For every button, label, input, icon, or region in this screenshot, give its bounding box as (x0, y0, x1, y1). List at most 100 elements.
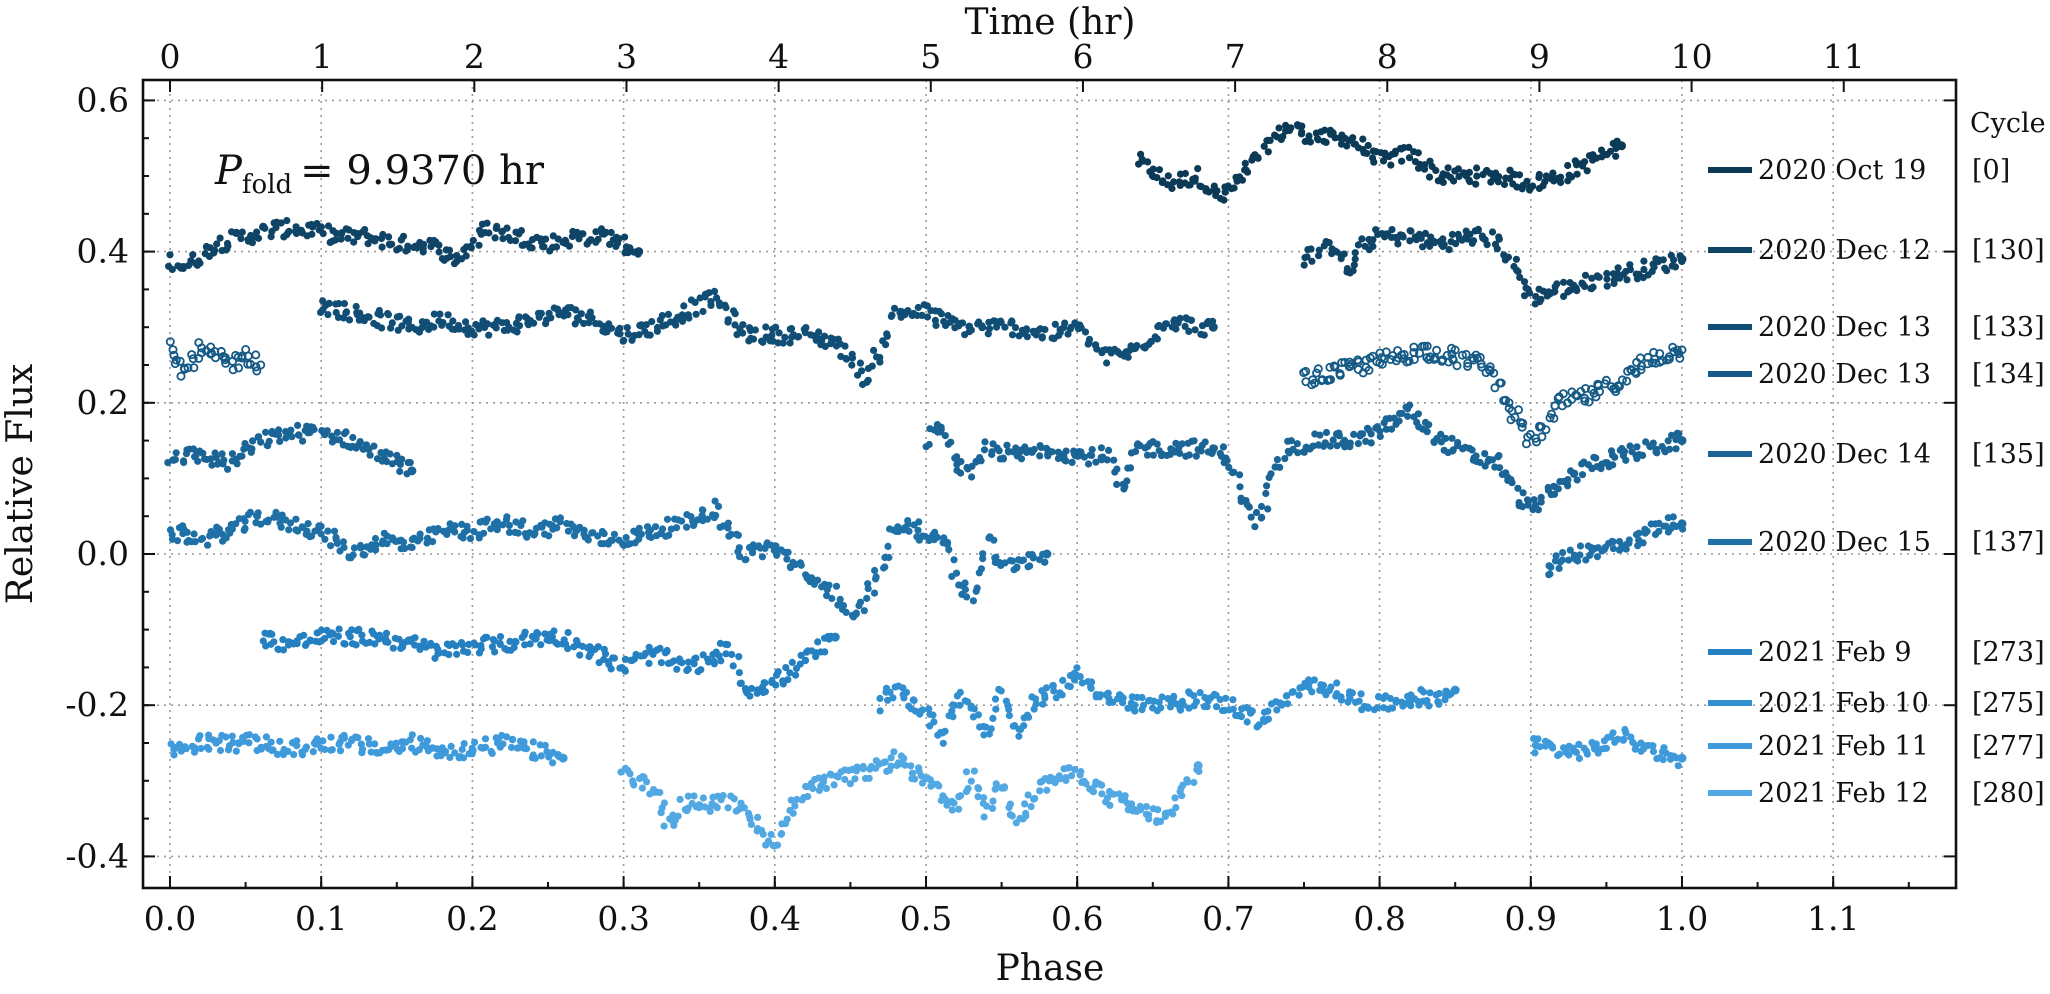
top-x-axis-title: Time (hr) (965, 2, 1136, 43)
data-point (781, 820, 790, 828)
data-point (170, 746, 178, 754)
data-point (349, 433, 357, 442)
top-tick-label: 6 (1072, 37, 1093, 76)
data-point (852, 610, 860, 618)
data-point (995, 447, 1003, 455)
data-point (1110, 456, 1118, 464)
data-point (1349, 267, 1357, 275)
data-point (487, 747, 495, 756)
data-point (610, 530, 619, 538)
data-point (1040, 558, 1048, 566)
data-point (1027, 803, 1035, 811)
data-point (334, 632, 342, 640)
data-point (1669, 513, 1677, 521)
data-point (1337, 696, 1345, 704)
data-point (537, 752, 545, 760)
data-point (189, 445, 198, 453)
data-point (1181, 322, 1189, 330)
data-point (449, 317, 457, 325)
x-tick-label: 1.0 (1656, 899, 1708, 938)
data-point (863, 594, 871, 603)
data-point (1641, 742, 1649, 750)
data-point (1617, 141, 1627, 151)
data-point (435, 241, 443, 249)
data-point (774, 668, 782, 676)
data-point (621, 655, 630, 663)
top-tick-label: 0 (160, 37, 181, 76)
data-point (403, 246, 411, 254)
data-point (564, 311, 572, 319)
data-point (1346, 439, 1354, 447)
data-point (330, 527, 339, 535)
top-tick-label: 4 (768, 37, 789, 76)
data-point (841, 775, 849, 784)
data-point (1343, 142, 1351, 150)
data-point (991, 785, 999, 793)
data-point (678, 517, 686, 525)
data-point (408, 731, 416, 739)
data-point (577, 310, 585, 318)
data-point (1660, 744, 1668, 752)
data-point (1082, 780, 1090, 788)
data-point (782, 664, 790, 672)
data-point (623, 324, 631, 332)
data-point (652, 523, 660, 531)
data-point (1633, 443, 1641, 451)
data-point (355, 625, 363, 633)
data-point (513, 328, 521, 336)
data-point (1187, 316, 1195, 324)
data-point (1005, 803, 1013, 812)
data-point (1639, 451, 1647, 459)
data-point (1488, 456, 1497, 464)
data-point (1575, 754, 1583, 763)
data-point (1258, 513, 1266, 522)
data-point (168, 531, 176, 539)
data-point (340, 300, 348, 308)
data-point (1557, 173, 1565, 181)
data-point (372, 235, 380, 243)
data-point (1066, 325, 1074, 333)
data-point (1450, 345, 1460, 355)
data-point (1583, 167, 1591, 175)
data-point (786, 669, 794, 677)
data-point (607, 665, 615, 673)
data-point (768, 331, 776, 339)
data-point (264, 518, 272, 526)
data-point (241, 524, 249, 533)
data-point (169, 350, 179, 360)
data-point (333, 428, 341, 437)
data-point (1554, 485, 1562, 493)
data-point (728, 650, 736, 659)
data-point (1420, 165, 1429, 173)
data-point (467, 244, 475, 252)
data-point (1236, 483, 1244, 491)
data-point (887, 754, 895, 762)
data-point (269, 746, 277, 754)
data-point (1085, 335, 1094, 343)
data-point (1142, 803, 1151, 811)
data-point (961, 585, 970, 594)
data-point (1541, 425, 1551, 435)
data-point (1526, 289, 1534, 297)
data-point (292, 515, 300, 523)
data-point (436, 310, 444, 318)
data-point (211, 246, 219, 255)
data-point (505, 521, 513, 530)
data-point (1132, 447, 1140, 456)
data-point (1219, 443, 1227, 451)
data-point (1623, 276, 1631, 284)
data-point (1264, 505, 1272, 513)
data-point (324, 527, 332, 535)
data-point (1088, 446, 1096, 454)
data-point (1607, 447, 1616, 455)
data-point (607, 228, 615, 237)
data-point (462, 252, 470, 260)
data-point (372, 541, 380, 549)
data-point (610, 654, 619, 662)
data-point (249, 233, 257, 241)
data-point (1498, 470, 1506, 479)
data-point (232, 229, 241, 238)
top-tick-label: 7 (1225, 37, 1246, 76)
data-point (261, 224, 269, 232)
data-point (1602, 744, 1610, 752)
